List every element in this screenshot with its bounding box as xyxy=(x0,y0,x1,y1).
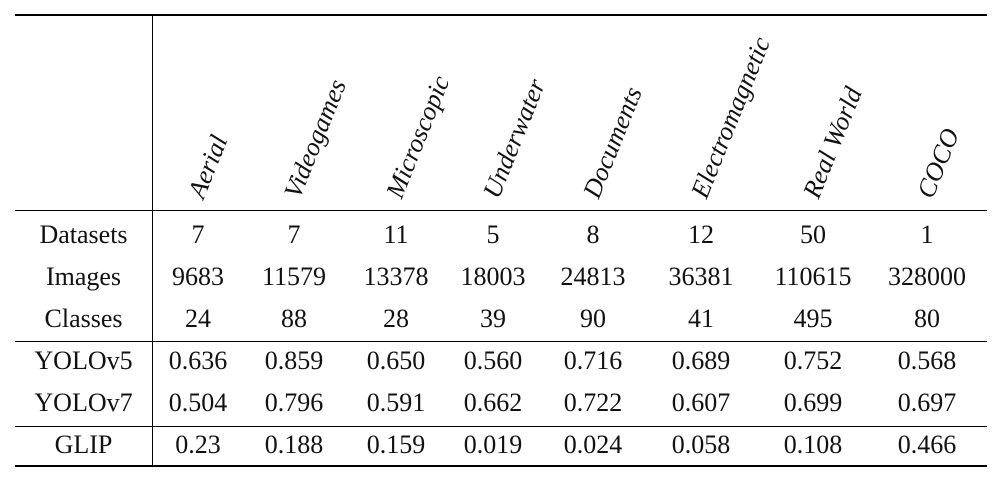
table-cell: 0.560 xyxy=(463,346,523,375)
table-cell: 41 xyxy=(688,304,714,333)
table-cell: 0.689 xyxy=(671,346,731,375)
table-cell: 0.504 xyxy=(168,388,228,417)
table-cell: 7 xyxy=(191,220,205,249)
table-cell: 0.607 xyxy=(671,388,731,417)
table-cell: 24 xyxy=(185,304,211,333)
table-cell: 0.019 xyxy=(463,430,523,459)
row-label-datasets: Datasets xyxy=(39,220,128,249)
table-cell: 0.722 xyxy=(563,388,623,417)
table-cell: 0.058 xyxy=(671,430,731,459)
table-cell: 0.591 xyxy=(366,388,426,417)
table-cell: 1 xyxy=(920,220,934,249)
table-cell: 24813 xyxy=(560,262,626,291)
table-cell: 9683 xyxy=(172,262,224,291)
table-cell: 80 xyxy=(914,304,940,333)
table-cell: 110615 xyxy=(774,262,852,291)
table-cell: 0.568 xyxy=(897,346,957,375)
table-cell: 11 xyxy=(383,220,409,249)
table-cell: 50 xyxy=(800,220,826,249)
row-label-images: Images xyxy=(45,262,122,291)
table-cell: 0.716 xyxy=(563,346,623,375)
column-header-coco: COCO xyxy=(911,124,966,203)
column-header-documents: Documents xyxy=(577,82,648,203)
bottom-rule xyxy=(15,465,987,467)
table-cell: 328000 xyxy=(888,262,966,291)
table-cell: 13378 xyxy=(363,262,429,291)
table-cell: 8 xyxy=(586,220,600,249)
row-label-yolov7: YOLOv7 xyxy=(34,388,133,417)
table-cell: 0.699 xyxy=(783,388,843,417)
table-cell: 90 xyxy=(580,304,606,333)
column-header-aerial: Aerial xyxy=(182,130,234,203)
table-cell: 0.752 xyxy=(783,346,843,375)
row-label-glip: GLIP xyxy=(54,430,113,459)
table-cell: 0.636 xyxy=(168,346,228,375)
table-cell: 36381 xyxy=(668,262,734,291)
table-cell: 0.188 xyxy=(264,430,324,459)
table-cell: 39 xyxy=(480,304,506,333)
table-cell: 88 xyxy=(281,304,307,333)
column-header-underwater: Underwater xyxy=(477,74,552,203)
table-cell: 0.662 xyxy=(463,388,523,417)
table-cell: 0.024 xyxy=(563,430,623,459)
column-header-electromagnetic: Electromagnetic xyxy=(685,32,777,203)
stats-rule xyxy=(15,341,987,342)
table-cell: 0.159 xyxy=(366,430,426,459)
column-header-microscopic: Microscopic xyxy=(380,71,456,203)
table-cell: 28 xyxy=(383,304,409,333)
table-cell: 0.23 xyxy=(175,430,221,459)
column-header-real-world: Real World xyxy=(797,82,868,203)
table-cell: 0.796 xyxy=(264,388,324,417)
table-cell: 0.697 xyxy=(897,388,957,417)
table-cell: 12 xyxy=(688,220,714,249)
table-cell: 0.466 xyxy=(897,430,957,459)
table-cell: 18003 xyxy=(460,262,526,291)
table-cell: 0.650 xyxy=(366,346,426,375)
column-header-videogames: Videogames xyxy=(278,75,352,203)
table-cell: 11579 xyxy=(261,262,327,291)
table-cell: 5 xyxy=(486,220,500,249)
table-cell: 495 xyxy=(793,304,833,333)
header-rule xyxy=(15,210,987,211)
row-label-classes: Classes xyxy=(44,304,123,333)
top-rule xyxy=(15,14,987,16)
row-label-yolov5: YOLOv5 xyxy=(34,346,133,375)
table-cell: 7 xyxy=(287,220,301,249)
table-cell: 0.859 xyxy=(264,346,324,375)
table-cell: 0.108 xyxy=(783,430,843,459)
yolo-rule xyxy=(15,426,987,427)
label-column-divider xyxy=(152,14,153,466)
